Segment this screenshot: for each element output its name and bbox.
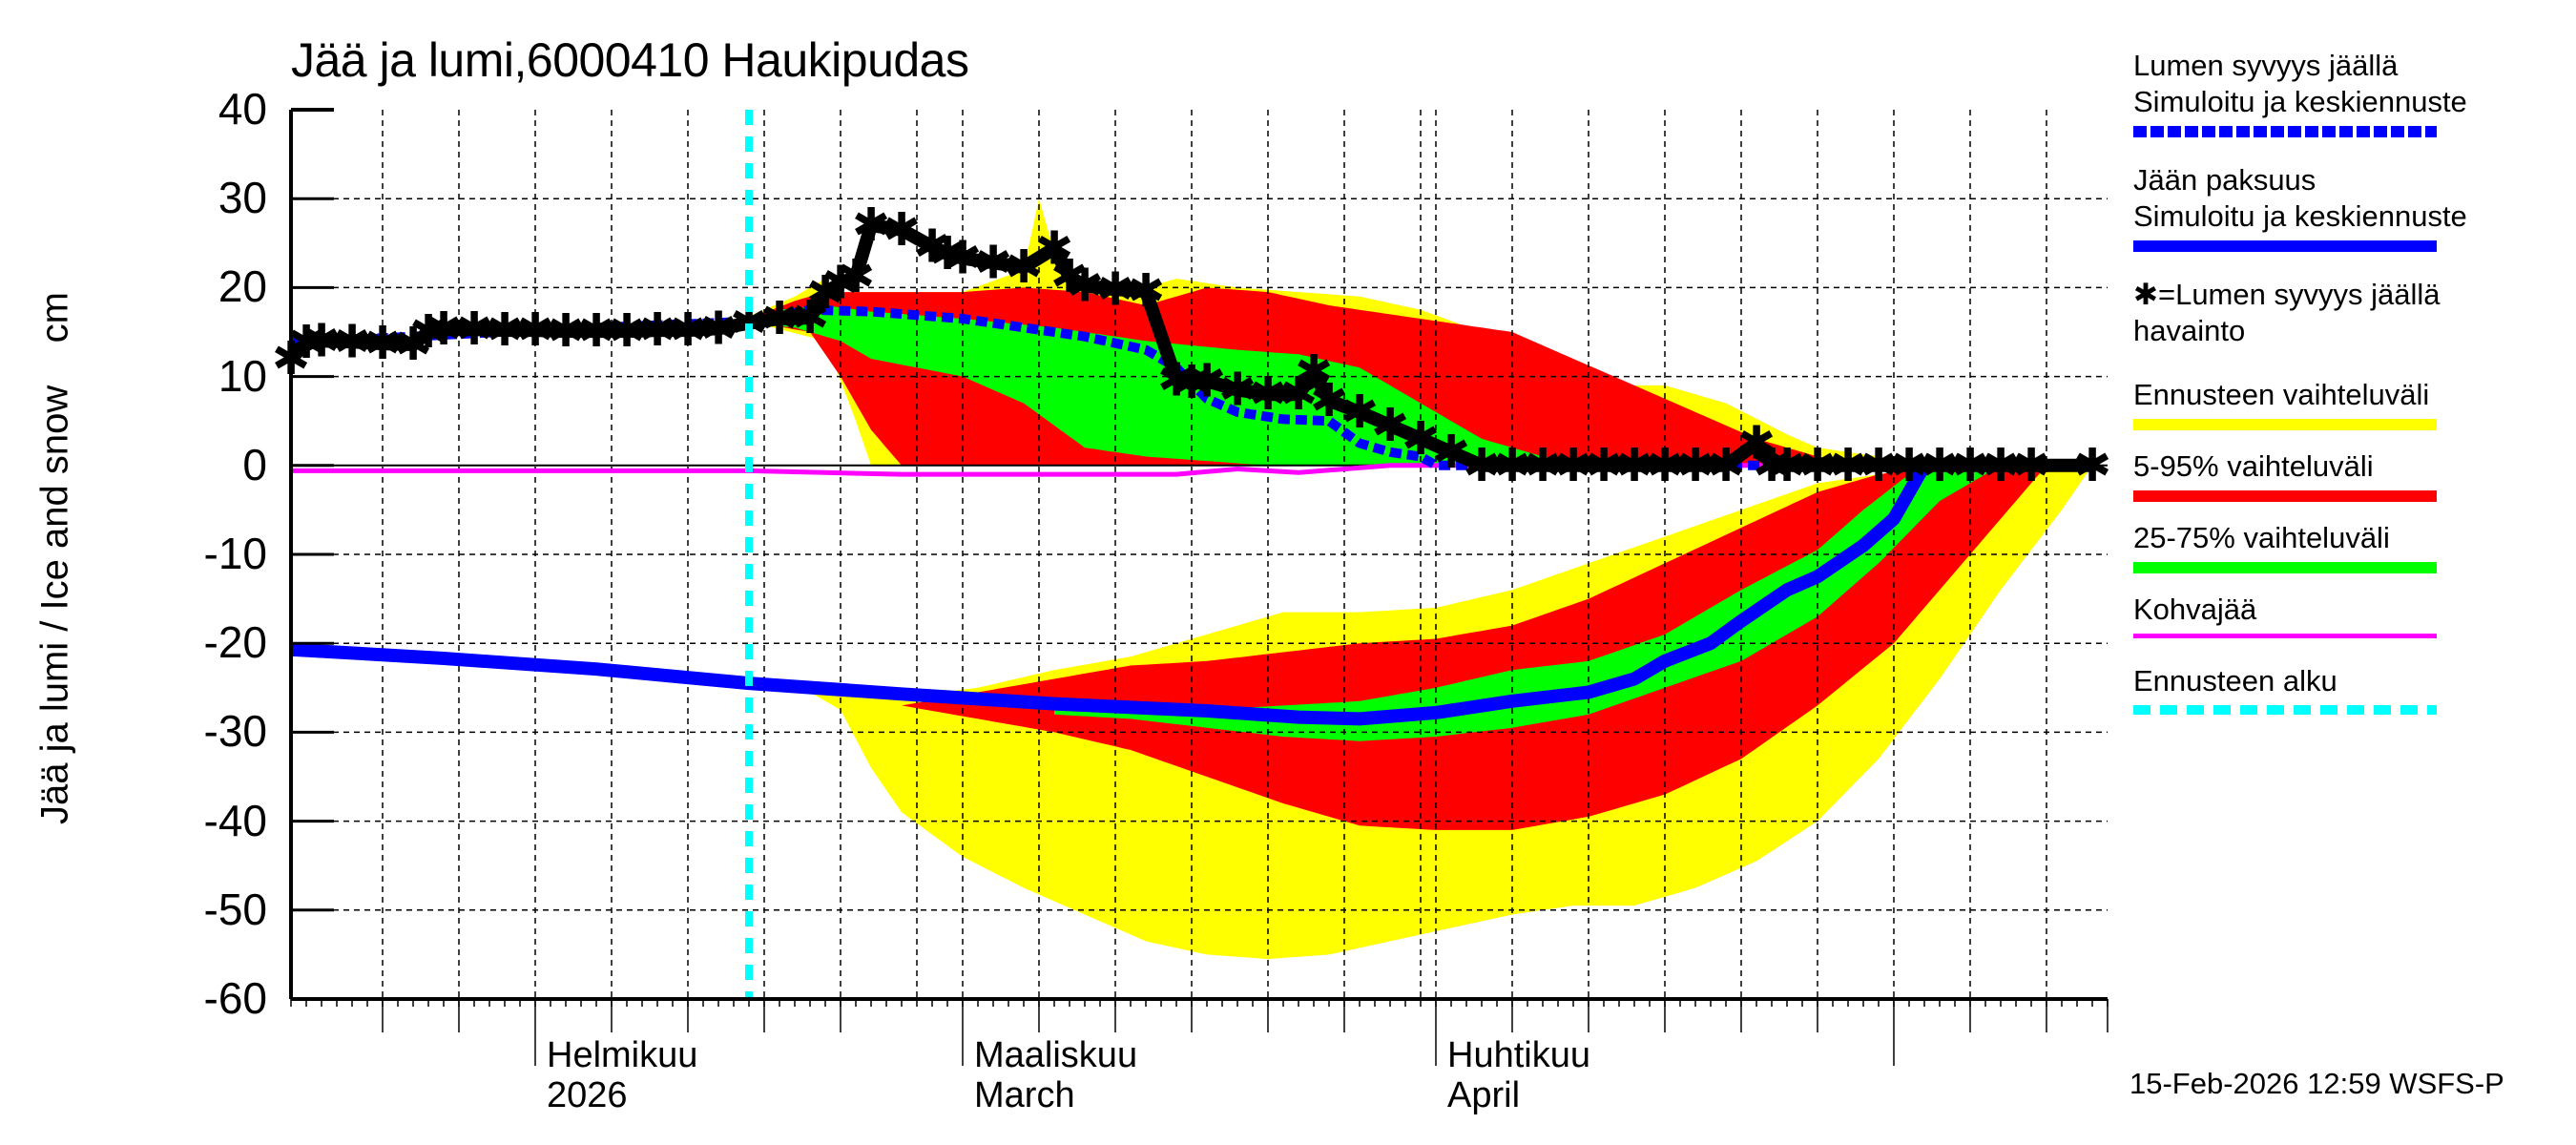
legend-swatch (2133, 240, 2437, 252)
month-subtitle: 2026 (547, 1075, 628, 1115)
x-month-label: Helmikuu 2026 (547, 1035, 697, 1115)
month-subtitle: April (1447, 1075, 1521, 1115)
y-tick-label: -50 (203, 884, 267, 934)
y-tick-label: 10 (218, 350, 267, 401)
y-tick-label: 20 (218, 261, 267, 312)
legend-swatch (2133, 705, 2437, 715)
y-tick-label: -30 (203, 706, 267, 757)
y-tick-label: 40 (218, 84, 267, 134)
y-tick-label: -60 (203, 973, 267, 1023)
snow-observation-trail (285, 219, 2092, 472)
month-name: Huhtikuu (1447, 1035, 1590, 1075)
legend-item: 25-75% vaihteluväli (2120, 520, 2559, 573)
legend-item: Lumen syvyys jäällä Simuloitu ja keskienn… (2120, 48, 2559, 137)
legend-item: 5-95% vaihteluväli (2120, 448, 2559, 502)
y-tick-label: 0 (242, 439, 267, 489)
x-month-label: Huhtikuu April (1447, 1035, 1590, 1115)
ice-median-line (290, 462, 1931, 726)
legend-sublabel: Simuloitu ja keskiennuste (2133, 199, 2467, 233)
legend-sublabel: Simuloitu ja keskiennuste (2133, 85, 2467, 118)
legend-item: ✱=Lumen syvyys jäällä havainto (2120, 277, 2559, 349)
y-tick-label: -10 (203, 529, 267, 578)
month-subtitle: March (974, 1075, 1075, 1115)
month-name: Maaliskuu (974, 1035, 1138, 1075)
legend-label: Jään paksuus (2133, 163, 2316, 197)
timestamp-footer: 15-Feb-2026 12:59 WSFS-P (2129, 1067, 2504, 1100)
legend-label: ✱=Lumen syvyys jäällä (2133, 278, 2441, 311)
legend-item: Ennusteen vaihteluväli (2120, 377, 2559, 430)
legend-swatch (2133, 126, 2437, 137)
y-tick-label: -40 (203, 795, 267, 845)
chart-title: Jää ja lumi,6000410 Haukipudas (291, 33, 969, 87)
y-tick-label: 30 (218, 173, 267, 223)
legend-swatch (2133, 419, 2437, 430)
legend-item: Kohvajää (2120, 592, 2559, 638)
legend-sublabel: havainto (2133, 314, 2246, 347)
y-tick-label: -20 (203, 617, 267, 668)
legend-item: Ennusteen alku (2120, 663, 2559, 715)
y-axis-label: Jää ja lumi / Ice and snow cm (33, 291, 76, 825)
legend-label: 5-95% vaihteluväli (2133, 449, 2374, 483)
x-month-label: Maaliskuu March (974, 1035, 1137, 1115)
ice-5-95-band (902, 465, 2046, 830)
legend-label: Ennusteen alku (2133, 664, 2337, 697)
legend-swatch (2133, 490, 2437, 502)
legend-label: Lumen syvyys jäällä (2133, 49, 2399, 82)
legend-item: Jään paksuus Simuloitu ja keskiennuste (2120, 162, 2559, 252)
legend-label: Kohvajää (2133, 593, 2257, 626)
legend-label: Ennusteen vaihteluväli (2133, 378, 2430, 411)
legend-label: 25-75% vaihteluväli (2133, 521, 2390, 554)
legend-swatch (2133, 562, 2437, 573)
month-name: Helmikuu (547, 1035, 698, 1075)
legend-swatch (2133, 634, 2437, 638)
